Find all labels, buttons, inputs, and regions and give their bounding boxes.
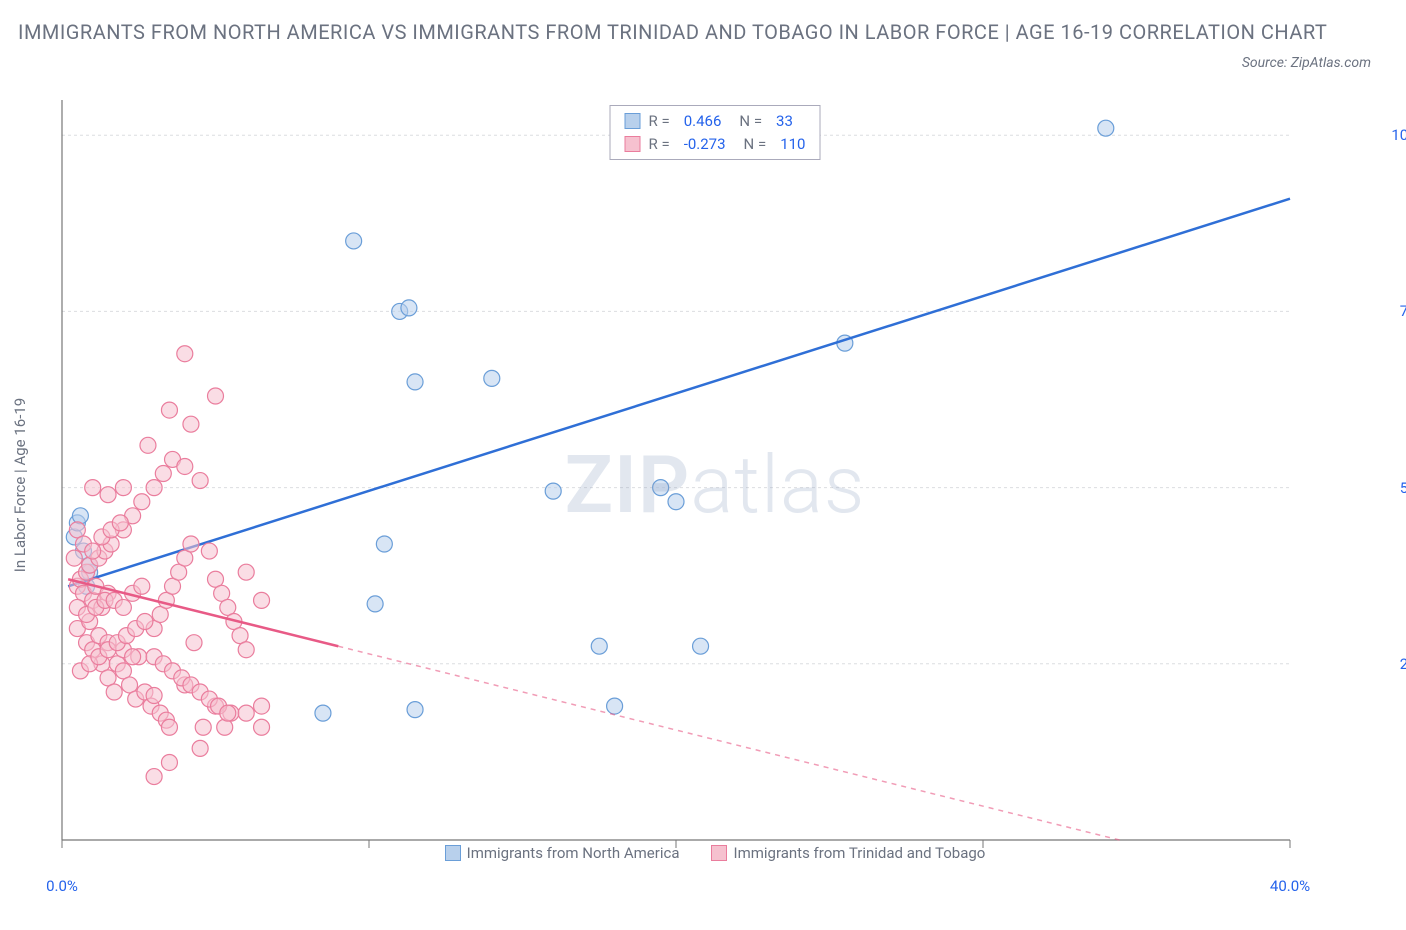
bottom-legend-item: Immigrants from North America xyxy=(445,844,680,862)
page-title: IMMIGRANTS FROM NORTH AMERICA VS IMMIGRA… xyxy=(18,18,1388,46)
legend-r-label: R = xyxy=(649,133,670,156)
legend-r-value: 0.466 xyxy=(684,110,722,133)
legend-n-value: 33 xyxy=(776,110,793,133)
y-axis-tick: 50.0% xyxy=(1400,479,1406,497)
x-axis-tick: 0.0% xyxy=(46,877,78,895)
source-text: Source: ZipAtlas.com xyxy=(1242,55,1371,71)
bottom-legend-item: Immigrants from Trinidad and Tobago xyxy=(711,844,985,862)
correlation-chart: In Labor Force | Age 16-19 ZIPatlas R =0… xyxy=(60,100,1370,870)
legend-n-value: 110 xyxy=(780,133,805,156)
y-axis-label: In Labor Force | Age 16-19 xyxy=(11,398,29,572)
legend-r-value: -0.273 xyxy=(684,133,726,156)
legend-swatch-icon xyxy=(625,113,641,129)
legend-row: R = 0.466 N = 33 xyxy=(625,110,806,133)
legend-n-label: N = xyxy=(744,133,767,156)
legend-r-label: R = xyxy=(649,110,670,133)
legend-swatch-icon xyxy=(445,845,461,861)
bottom-legend: Immigrants from North America Immigrants … xyxy=(60,844,1370,865)
bottom-legend-label: Immigrants from North America xyxy=(467,844,680,862)
legend-box: R = 0.466 N = 33 R = -0.273 N = 110 xyxy=(610,105,821,160)
legend-n-label: N = xyxy=(739,110,762,133)
y-axis-tick: 75.0% xyxy=(1400,302,1406,320)
legend-swatch-icon xyxy=(625,136,641,152)
scatter-plot-svg xyxy=(60,100,1370,870)
y-axis-tick: 100.0% xyxy=(1391,126,1406,144)
bottom-legend-label: Immigrants from Trinidad and Tobago xyxy=(733,844,985,862)
x-axis-tick: 40.0% xyxy=(1270,877,1310,895)
legend-swatch-icon xyxy=(711,845,727,861)
legend-row: R = -0.273 N = 110 xyxy=(625,133,806,156)
y-axis-tick: 25.0% xyxy=(1400,655,1406,673)
